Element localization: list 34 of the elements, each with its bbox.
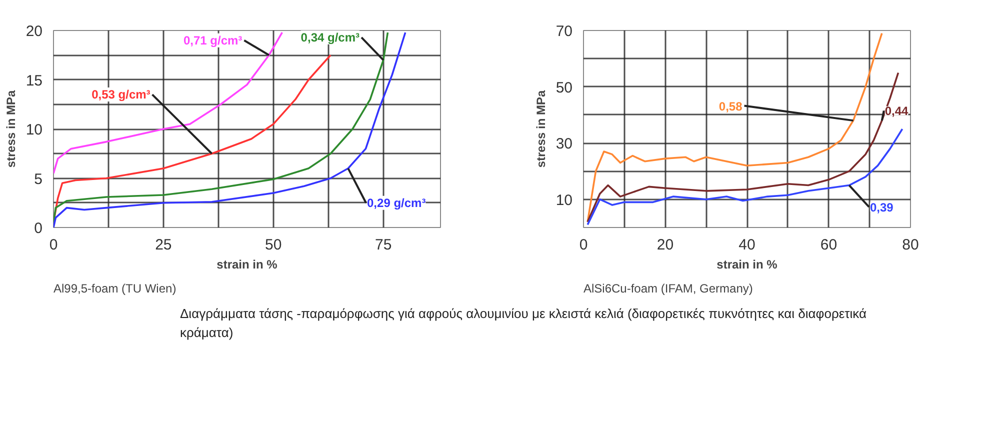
- y-axis-title: stress in MPa: [4, 90, 18, 168]
- x-tick-label: 40: [738, 236, 756, 254]
- x-tick-label: 80: [902, 236, 919, 254]
- text: AlSi6Cu-foam (IFAM, Germany): [584, 282, 753, 296]
- series-label: 0,39: [870, 200, 894, 214]
- y-axis-title: stress in MPa: [534, 90, 548, 168]
- y-tick-label: 10: [556, 192, 573, 209]
- x-tick-label: 75: [374, 236, 392, 254]
- y-tick-label: 10: [26, 122, 43, 138]
- line-series: [586, 128, 904, 226]
- y-tick-label: 0: [34, 220, 42, 237]
- text: Διαγράμματα τάσης -παραμόρφωσης γιά αφρούς αλουμινίου με κλειστά κελιά (διαφορετικές πυκνότητες και διαφορετικά κράματα): [180, 305, 868, 342]
- x-tick-label: 50: [265, 236, 282, 254]
- series-label: 0,44: [884, 104, 909, 118]
- text: 0,34 g/cm³: [300, 30, 360, 44]
- line-series: [54, 32, 284, 174]
- text: Al99,5-foam (TU Wien): [54, 282, 176, 296]
- y-tick-label: 30: [556, 136, 573, 153]
- x-tick-label: 20: [656, 236, 674, 254]
- x-tick-label: 60: [820, 236, 838, 254]
- text: 0,53 g/cm³: [92, 88, 150, 102]
- text: 0,58: [718, 99, 743, 114]
- text: 0,29 g/cm³: [367, 196, 426, 210]
- y-tick-label: 50: [556, 79, 573, 96]
- y-tick-label: 15: [26, 72, 43, 90]
- x-tick-label: 0: [579, 236, 588, 254]
- x-tick-label: 0: [49, 236, 58, 254]
- y-tick-label: 5: [34, 170, 42, 188]
- text: 0,71 g/cm³: [183, 33, 242, 48]
- x-axis-title: strain in %: [716, 258, 778, 272]
- x-tick-label: 25: [155, 236, 172, 254]
- y-tick-label: 20: [26, 23, 43, 40]
- x-axis-title: strain in %: [216, 258, 278, 272]
- y-tick-label: 70: [556, 23, 573, 40]
